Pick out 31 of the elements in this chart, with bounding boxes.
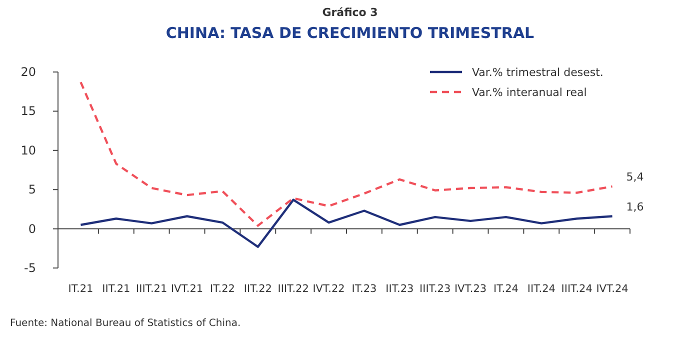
x-tick-label: IIIT.24 (561, 283, 593, 295)
legend-label: Var.% interanual real (472, 86, 587, 99)
x-tick-label: IVT.21 (170, 283, 204, 295)
y-tick-label: 10 (20, 143, 36, 158)
chart-subtitle: Gráfico 3 (322, 6, 378, 19)
y-tick-label: -5 (24, 261, 36, 275)
x-tick-label: IIT.22 (244, 283, 272, 295)
legend-label: Var.% trimestral desest. (472, 66, 604, 79)
x-tick-label: IT.23 (352, 283, 377, 295)
y-tick-label: 5 (28, 182, 36, 197)
x-tick-label: IIIT.22 (278, 283, 309, 295)
x-tick-label: IIT.23 (386, 283, 414, 295)
x-tick-label: IT.22 (210, 283, 235, 295)
chart-title: CHINA: TASA DE CRECIMIENTO TRIMESTRAL (166, 24, 535, 42)
x-tick-label: IIT.24 (527, 283, 556, 295)
line-series (80, 81, 614, 227)
y-tick-label: 20 (20, 65, 36, 79)
x-tick-label: IT.24 (493, 283, 519, 295)
line-series (80, 198, 614, 248)
data-label: 5,4 (626, 170, 644, 184)
x-tick-label: IIIT.23 (420, 283, 451, 295)
x-tick-label: IIT.21 (102, 283, 130, 295)
x-tick-label: IVT.23 (454, 283, 487, 295)
x-tick-label: IVT.22 (312, 283, 345, 295)
y-tick-label: 0 (28, 222, 36, 236)
y-tick-label: 15 (20, 104, 36, 118)
x-tick-label: IT.21 (68, 283, 94, 295)
data-label: 1,6 (626, 200, 644, 214)
x-tick-label: IVT.24 (596, 283, 629, 295)
source-note: Fuente: National Bureau of Statistics of China. (10, 318, 241, 329)
x-tick-label: IIIT.21 (136, 283, 168, 295)
